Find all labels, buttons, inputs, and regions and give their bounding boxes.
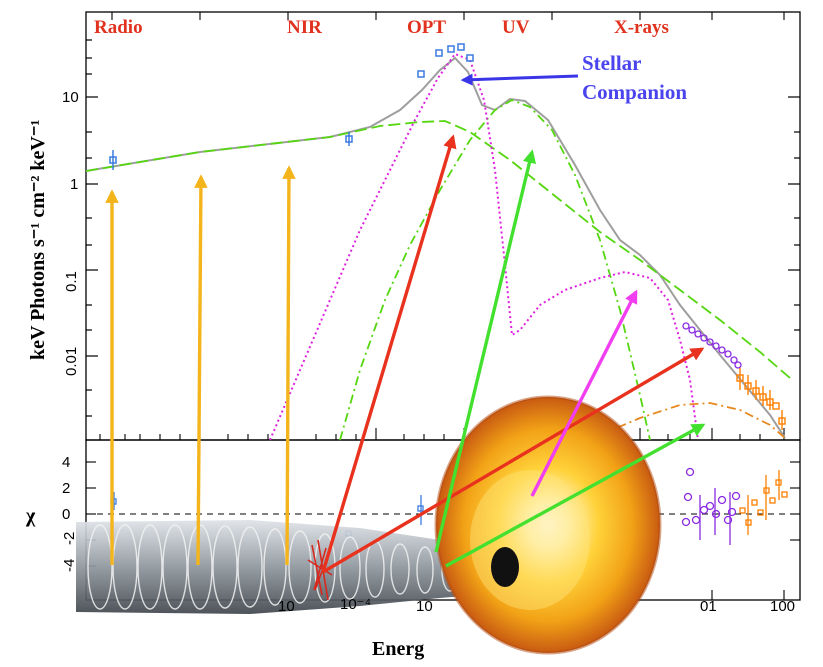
bottom-panel-frame — [85, 439, 801, 601]
xtick-10-b: 10 — [416, 598, 433, 615]
radio-arrows — [105, 165, 296, 566]
ytick-res-2: 2 — [62, 480, 70, 497]
companion-model-curve — [269, 52, 699, 441]
uv-arrow — [434, 149, 537, 553]
top-panel-frame — [85, 11, 801, 441]
ytick-0-01: 0.01 — [63, 347, 80, 376]
ytick-res-0: 0 — [62, 506, 70, 523]
ir-opt-data — [109, 43, 474, 170]
ytick-1: 1 — [70, 176, 78, 193]
reflection-model-curve — [599, 402, 786, 439]
xtick-01: 01 — [700, 598, 717, 615]
xtick-10-a: 10 — [278, 598, 295, 615]
xrt-data — [682, 322, 742, 369]
ytick-10: 10 — [62, 89, 79, 106]
band-label-opt: OPT — [407, 17, 446, 38]
opt-arrow — [321, 134, 457, 573]
band-label-radio: Radio — [94, 17, 143, 38]
xtick-1e-4: 10⁻⁴ — [340, 596, 371, 613]
hard-xray-arrow — [445, 423, 706, 568]
xray-arrow — [322, 347, 705, 574]
total-model-curve — [85, 56, 786, 439]
companion-annotation-line1: Stellar — [582, 51, 641, 75]
soft-xray-arrow — [530, 289, 638, 497]
bat-data — [736, 368, 786, 430]
jet-illustration — [76, 520, 510, 614]
residual-points — [110, 467, 788, 545]
jet-model-curve — [85, 120, 791, 379]
ytick-res-m4: -4 — [61, 559, 78, 572]
band-label-xrays: X-rays — [614, 17, 669, 38]
y-axis-label-top: keV Photons s⁻¹ cm⁻² keV⁻¹ — [27, 120, 49, 360]
y-ticks-top — [86, 39, 800, 417]
x-axis-label: Energ — [372, 638, 424, 660]
ytick-res-m2: -2 — [61, 532, 78, 545]
disk-model-curve — [339, 99, 651, 441]
band-label-uv: UV — [502, 17, 530, 38]
companion-annotation-line2: Companion — [582, 80, 687, 104]
accretion-disk-illustration — [434, 395, 662, 655]
y-axis-label-bottom: χ — [25, 505, 36, 527]
ytick-0-1: 0.1 — [63, 271, 80, 292]
xtick-100: 100 — [770, 598, 795, 615]
band-label-nir: NIR — [287, 17, 322, 38]
companion-arrow — [460, 73, 579, 86]
ytick-res-4: 4 — [62, 454, 70, 471]
